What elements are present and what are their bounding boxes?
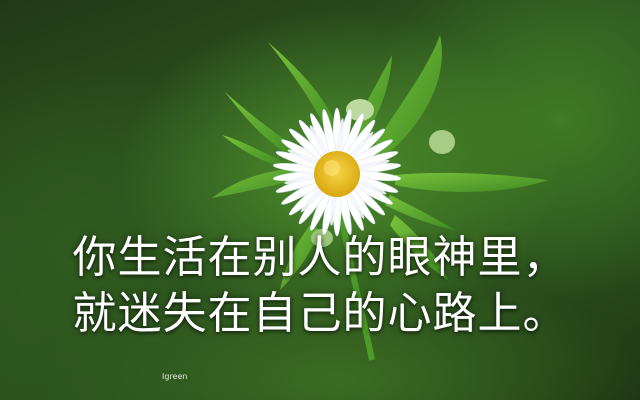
- quote-caption: 你生活在别人的眼神里， 就迷失在自己的心路上。: [0, 230, 640, 342]
- quote-line-2: 就迷失在自己的心路上。: [72, 288, 568, 339]
- watermark: Igreen: [162, 372, 188, 381]
- flower-buds: [311, 99, 455, 247]
- quote-line-1: 你生活在别人的眼神里，: [72, 232, 568, 283]
- stem: [337, 199, 375, 361]
